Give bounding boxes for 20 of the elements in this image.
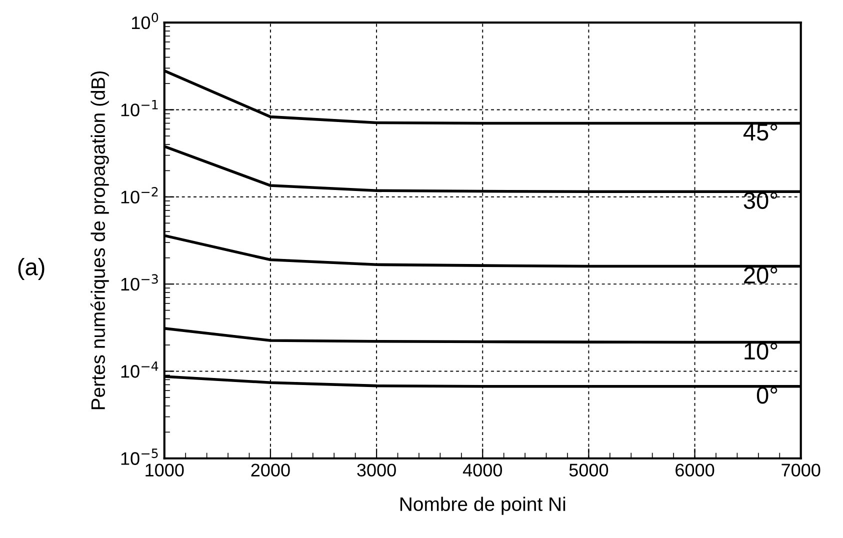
y-tick-label: 10$^{−1}$: [121, 100, 158, 116]
x-tick-label: 6000: [676, 464, 714, 476]
series-label: 0°: [756, 387, 778, 404]
x-tick-label: 7000: [782, 464, 820, 476]
y-tick-label: 10$^{0}$: [132, 12, 158, 30]
x-tick-label: 2000: [251, 464, 290, 476]
y-axis-title: Pertes numériques de propagation (dB): [90, 71, 109, 410]
y-tick-label: 10$^{−5}$: [121, 448, 158, 465]
x-tick-label: 4000: [462, 464, 502, 476]
y-tick-label: 10$^{−3}$: [121, 274, 158, 291]
series-label: 20°: [744, 266, 778, 284]
x-tick-label: 5000: [569, 464, 608, 476]
series-label: 45°: [743, 124, 778, 141]
x-tick-label: 1000: [146, 464, 184, 476]
y-tick-label: 10$^{−2}$: [121, 187, 158, 204]
series-label: 10°: [744, 342, 778, 360]
x-tick-label: 3000: [357, 464, 396, 476]
x-axis-title: Nombre de point Ni: [400, 496, 566, 515]
text: (a): [18, 258, 44, 280]
y-tick-label: 10$^{−4}$: [121, 362, 158, 378]
